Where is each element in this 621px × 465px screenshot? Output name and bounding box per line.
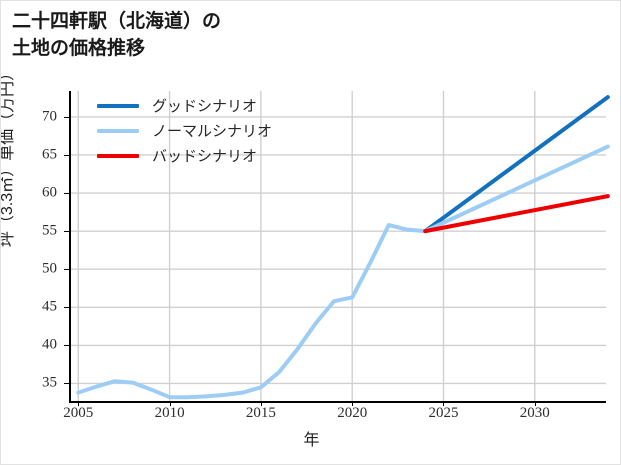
chart-title: 二十四軒駅（北海道）の 土地の価格推移 bbox=[12, 11, 222, 59]
x-axis-tick-label: 2010 bbox=[154, 405, 185, 421]
x-axis-tick-label: 2005 bbox=[63, 405, 94, 421]
x-axis-tick-label: 2030 bbox=[519, 405, 550, 421]
y-axis-tick-label: 65 bbox=[42, 146, 57, 163]
x-axis-spine bbox=[69, 401, 606, 403]
legend-item-label: バッドシナリオ bbox=[152, 148, 258, 165]
x-axis-tick-label: 2020 bbox=[337, 405, 368, 421]
y-axis-spine bbox=[69, 91, 71, 401]
y-axis-title: 坪（3.3㎡）単価（万円） bbox=[0, 64, 16, 248]
y-axis-tick-label: 35 bbox=[42, 374, 57, 391]
x-axis-tick-label: 2025 bbox=[428, 405, 459, 421]
series-line-good bbox=[423, 95, 610, 234]
plot-area bbox=[69, 91, 610, 403]
legend-item[interactable]: ノーマルシナリオ bbox=[97, 118, 327, 143]
legend-item[interactable]: バッドシナリオ bbox=[97, 143, 327, 168]
y-axis-tick-label: 50 bbox=[42, 260, 57, 277]
x-axis-title: 年 bbox=[303, 432, 320, 449]
legend-color-swatch bbox=[97, 103, 139, 108]
legend-item[interactable]: グッドシナリオ bbox=[97, 93, 327, 118]
legend-item-label: ノーマルシナリオ bbox=[152, 123, 273, 140]
y-axis-tick-label: 40 bbox=[42, 336, 57, 353]
y-axis-tick-label: 70 bbox=[42, 108, 57, 125]
x-axis-tick-label: 2015 bbox=[245, 405, 276, 421]
legend-color-swatch bbox=[97, 128, 139, 133]
series-line-bad bbox=[423, 194, 610, 234]
legend-color-swatch bbox=[97, 153, 139, 158]
chart-legend: グッドシナリオ ノーマルシナリオ バッドシナリオ bbox=[97, 93, 327, 168]
y-axis-tick-label: 55 bbox=[42, 222, 57, 239]
chart-canvas bbox=[71, 91, 610, 401]
y-axis-tick-label: 45 bbox=[42, 298, 57, 315]
series-line-normal bbox=[76, 144, 610, 400]
legend-item-label: グッドシナリオ bbox=[152, 98, 258, 115]
y-axis-tick-label: 60 bbox=[42, 184, 57, 201]
